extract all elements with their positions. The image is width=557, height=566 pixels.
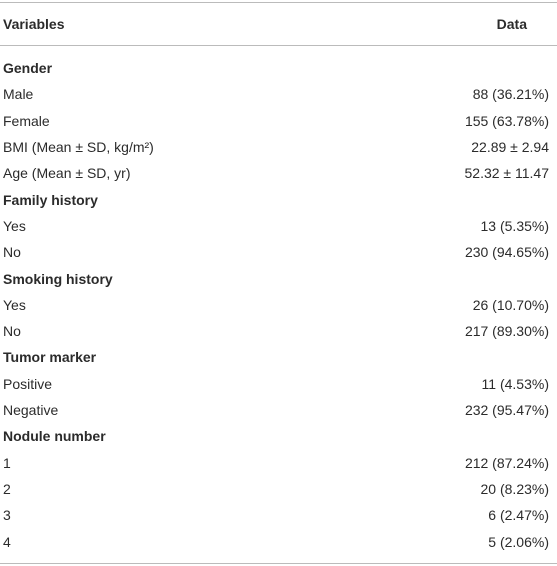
label-cell: Family history (3, 191, 98, 208)
section-row: Family history (0, 187, 557, 213)
data-row: Yes 26 (10.70%) (0, 292, 557, 318)
value-cell: 26 (10.70%) (472, 296, 549, 313)
label-cell: Male (3, 86, 34, 103)
label-cell: Tumor marker (3, 349, 97, 366)
header-cell: Data (496, 16, 527, 32)
data-row: BMI (Mean ± SD, kg/m²) 22.89 ± 2.94 (0, 134, 557, 160)
value-cell: 52.32 ± 11.47 (464, 165, 550, 182)
label-cell: Nodule number (3, 428, 106, 445)
header-cell: Variables (3, 16, 65, 32)
label-cell: Negative (3, 402, 59, 419)
value-cell: 13 (5.35%) (480, 217, 549, 234)
section-row: Gender (0, 55, 557, 81)
label-cell: 4 (3, 533, 11, 550)
label-cell: Yes (3, 296, 26, 313)
data-row: Female 155 (63.78%) (0, 108, 557, 134)
label-cell: Yes (3, 217, 26, 234)
label-cell: Gender (3, 60, 53, 77)
section-row: Nodule number (0, 423, 557, 449)
value-cell: 230 (94.65%) (464, 244, 549, 261)
value-cell: 212 (87.24%) (464, 454, 549, 471)
data-row: 1 212 (87.24%) (0, 450, 557, 476)
value-cell: 232 (95.47%) (464, 402, 549, 419)
value-cell: 5 (2.06%) (488, 533, 549, 550)
data-row: 4 5 (2.06%) (0, 528, 557, 554)
label-cell: No (3, 323, 21, 340)
value-cell: 6 (2.47%) (488, 507, 549, 524)
value-cell: 22.89 ± 2.94 (471, 139, 549, 156)
label-cell: BMI (Mean ± SD, kg/m²) (3, 139, 154, 156)
header-row: Variables Data (0, 2, 557, 46)
bottom-rule (0, 563, 557, 564)
label-cell: Age (Mean ± SD, yr) (3, 165, 131, 182)
label-cell: Female (3, 112, 50, 129)
label-cell: Positive (3, 375, 53, 392)
label-cell: Smoking history (3, 270, 113, 287)
data-row: Age (Mean ± SD, yr) 52.32 ± 11.47 (0, 160, 557, 186)
data-row: Positive 11 (4.53%) (0, 371, 557, 397)
data-row: No 230 (94.65%) (0, 239, 557, 265)
label-cell: No (3, 244, 21, 261)
value-cell: 217 (89.30%) (464, 323, 549, 340)
data-row: Male 88 (36.21%) (0, 81, 557, 107)
label-cell: 2 (3, 480, 11, 497)
value-cell: 11 (4.53%) (481, 375, 549, 392)
label-cell: 1 (3, 454, 11, 471)
section-row: Smoking history (0, 265, 557, 291)
data-row: 3 6 (2.47%) (0, 502, 557, 528)
data-row: No 217 (89.30%) (0, 318, 557, 344)
data-row: 2 20 (8.23%) (0, 476, 557, 502)
value-cell: 20 (8.23%) (480, 480, 549, 497)
value-cell: 88 (36.21%) (472, 86, 549, 103)
data-row: Yes 13 (5.35%) (0, 213, 557, 239)
value-cell: 155 (63.78%) (464, 112, 549, 129)
data-row: Negative 232 (95.47%) (0, 397, 557, 423)
label-cell: 3 (3, 507, 11, 524)
section-row: Tumor marker (0, 344, 557, 370)
